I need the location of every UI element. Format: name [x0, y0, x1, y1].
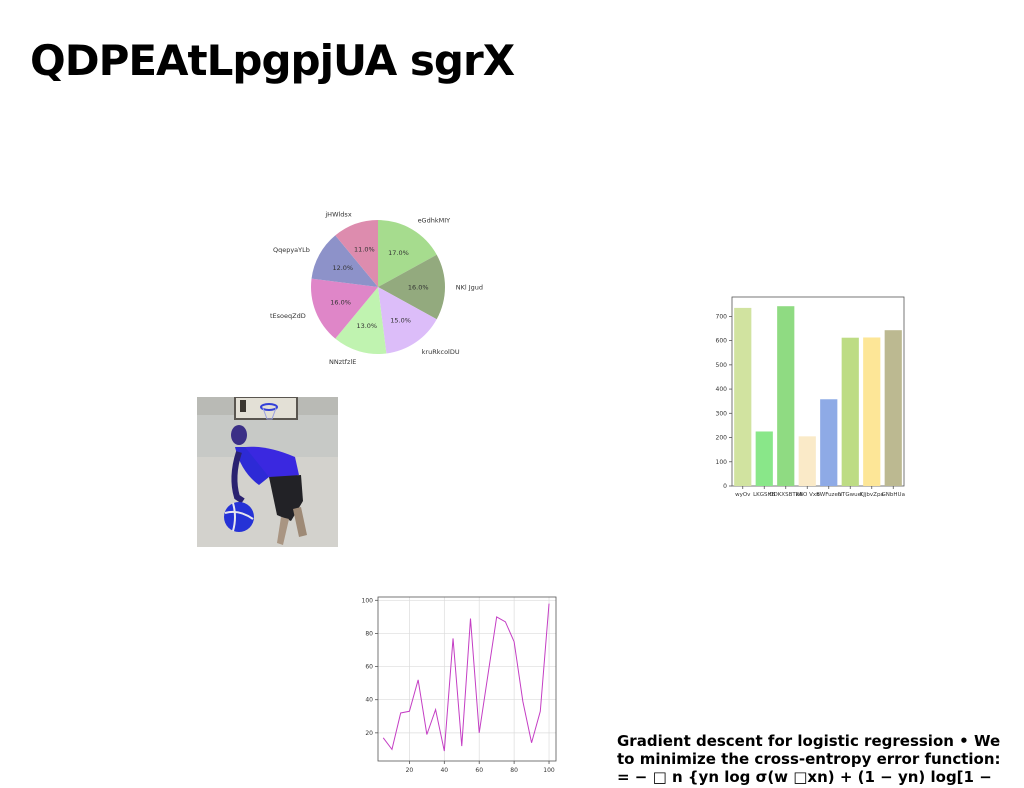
pie-slice-category-label: QqepyaYLb [273, 246, 310, 254]
y-tick-label: 300 [716, 410, 728, 417]
bar-chart-svg: 0 100 200 300 400 500 600 700 wyOv LKGSHBODKXSBTz… [716, 296, 905, 498]
pie-slice-percent-label: 11.0% [354, 246, 375, 254]
line-chart: 20 40 60 80 100 20 40 60 80 100 [355, 590, 570, 775]
y-tick-label: 100 [362, 597, 374, 604]
line-series [382, 603, 550, 752]
y-tick-label: 0 [723, 483, 727, 490]
bar [798, 436, 816, 486]
page-title: QDPEAtLpgpjUA sgrX [30, 36, 515, 85]
pie-chart: 17.0% eGdhkMIY 16.0% NKl Jgud 15.0% kruRkcolD… [270, 195, 490, 375]
y-tick-label: 400 [716, 386, 728, 393]
bar [884, 330, 902, 486]
x-tick-label: 60 [475, 767, 483, 774]
pie-slice [335, 220, 378, 287]
pie-slice-category-label: NNztfzlE [329, 358, 356, 366]
x-tick-label: BWFuzeu [816, 492, 841, 498]
pie-slice-percent-label: 16.0% [330, 298, 351, 306]
pie-slice-percent-label: 13.0% [356, 322, 377, 330]
pie-slice [378, 220, 437, 287]
x-tick-label: KJjbvZpa [860, 492, 884, 498]
y-tick-label: 100 [716, 459, 728, 466]
x-tick-label: LKGSHB [753, 492, 776, 498]
bar-chart: 0 100 200 300 400 500 600 700 wyOv LKGSHB ODKXSBTz… [700, 290, 920, 510]
y-tick-label: 700 [716, 313, 728, 320]
line-plot-frame [377, 596, 557, 762]
x-tick-label: NTGwuel [838, 492, 863, 498]
x-tick-label: 100 [543, 767, 555, 774]
pie-slice [311, 235, 378, 287]
y-tick-label: 40 [365, 697, 373, 704]
y-tick-label: 600 [716, 338, 728, 345]
pie-slice-percent-label: 15.0% [390, 317, 411, 325]
caption-line: Gradient descent for logistic regression… [617, 732, 1001, 750]
x-tick-label: 80 [510, 767, 518, 774]
y-tick-label: 500 [716, 362, 728, 369]
pie-slice [335, 287, 387, 354]
pie-slice-category-label: tEsoeqZdD [270, 312, 306, 320]
y-tick-label: 200 [716, 435, 728, 442]
x-tick-label: ODKXSBTzA [769, 492, 802, 498]
pie-slice-percent-label: 12.0% [332, 264, 353, 272]
bar [841, 337, 859, 486]
y-tick-label: 60 [365, 664, 373, 671]
bar [755, 431, 773, 486]
x-tick-label: 20 [406, 767, 414, 774]
x-tick-label: RBO Vxs [796, 492, 820, 498]
bar [820, 399, 838, 486]
pie-slice [378, 254, 445, 320]
bar [734, 307, 752, 486]
x-tick-label: 40 [440, 767, 448, 774]
x-tick-label: GNbHUa [882, 492, 905, 498]
line-chart-svg: 20 40 60 80 100 20 40 60 80 100 [362, 596, 557, 774]
bar [863, 337, 881, 486]
pie-slice-category-label: kruRkcolDU [422, 348, 460, 356]
pie-slice-category-label: eGdhkMIY [418, 217, 451, 225]
y-tick-label: 80 [365, 630, 373, 637]
bar [777, 306, 795, 486]
caption-line: = − □ n {yn log σ(w □xn) + (1 − yn) log[… [617, 768, 992, 786]
caption-text: Gradient descent for logistic regression… [617, 732, 1024, 786]
pie-slice-category-label: jHWldsx [324, 210, 351, 218]
caption-line: to minimize the cross-entropy error func… [617, 750, 1001, 768]
pie-slice-category-label: NKl Jgud [456, 284, 483, 292]
pie-slice-percent-label: 16.0% [408, 284, 429, 292]
line-plot-background [378, 597, 556, 761]
pie-chart-svg: 17.0% eGdhkMIY 16.0% NKl Jgud 15.0% kruRkcolD… [270, 210, 483, 366]
pie-slice [378, 287, 437, 354]
pie-slice-percent-label: 17.0% [388, 249, 409, 257]
basketball-player-photo [197, 397, 338, 547]
y-tick-label: 20 [365, 730, 373, 737]
photo-illustration [197, 397, 338, 547]
pie-slice [311, 278, 378, 339]
x-tick-label: wyOv [735, 492, 751, 498]
